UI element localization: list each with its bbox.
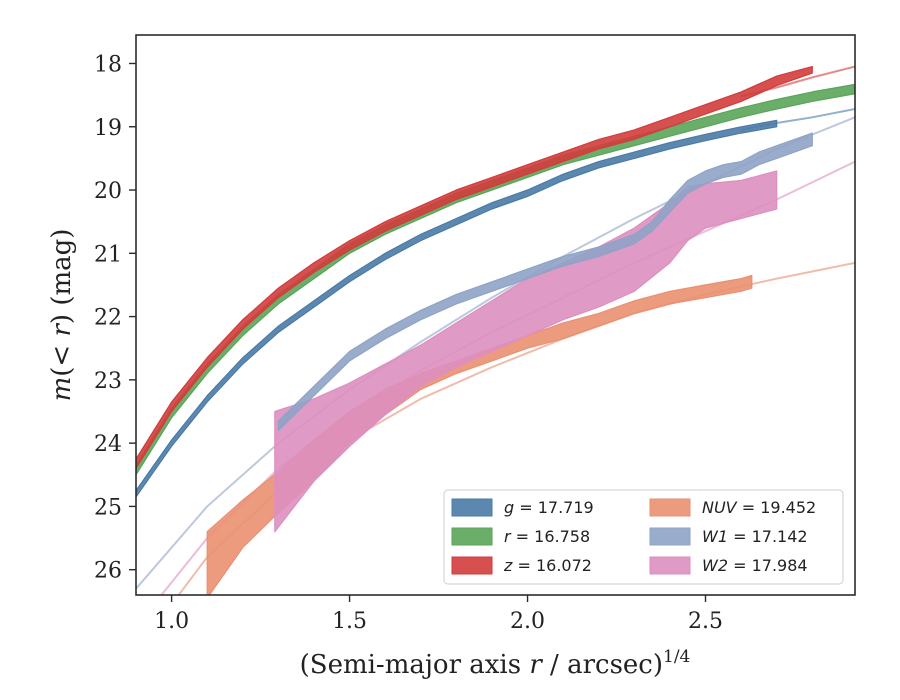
legend-entry-W2: W2 = 17.984 xyxy=(702,556,808,575)
data-bands xyxy=(136,66,855,595)
x-tick-label: 2.5 xyxy=(688,609,723,634)
plot-frame xyxy=(135,34,856,596)
x-tick-label: 1.0 xyxy=(154,609,189,634)
x-axis: 1.0 1.5 2.0 2.5 xyxy=(154,595,723,634)
y-tick-label: 26 xyxy=(94,559,122,584)
y-axis-label: m(< r) (mag) xyxy=(47,229,77,402)
legend-swatch-W2 xyxy=(649,556,691,575)
legend-entry-z: z = 16.072 xyxy=(503,556,592,575)
y-tick-label: 21 xyxy=(94,242,122,267)
y-axis: 18 19 20 21 22 23 24 25 26 xyxy=(94,52,136,584)
legend-entry-W1: W1 = 17.142 xyxy=(702,527,808,546)
legend-swatch-W1 xyxy=(649,527,691,546)
legend-swatch-r xyxy=(451,527,493,546)
legend-swatch-z xyxy=(451,556,493,575)
y-tick-label: 22 xyxy=(94,306,122,331)
plot-area xyxy=(136,65,855,595)
legend-swatch-g xyxy=(451,498,493,517)
y-tick-label: 18 xyxy=(94,52,122,77)
legend-entry-NUV: NUV = 19.452 xyxy=(702,498,816,517)
y-tick-label: 23 xyxy=(94,369,122,394)
x-tick-label: 1.5 xyxy=(332,609,367,634)
y-tick-label: 25 xyxy=(94,495,122,520)
legend-entry-r: r = 16.758 xyxy=(504,527,590,546)
legend-swatch-NUV xyxy=(649,498,691,517)
y-tick-label: 20 xyxy=(94,179,122,204)
x-tick-label: 2.0 xyxy=(510,609,545,634)
y-tick-label: 19 xyxy=(94,116,122,141)
legend-box xyxy=(443,489,844,585)
band-z xyxy=(136,66,813,469)
band-W1 xyxy=(277,132,813,432)
legend: g = 17.719 r = 16.758 z = 16.072 NUV = 19.4… xyxy=(443,489,844,585)
x-axis-label: (Semi-major axis r / arcsec)1/4 xyxy=(300,647,691,680)
y-tick-label: 24 xyxy=(94,432,122,457)
band-W2 xyxy=(274,170,778,533)
legend-entry-g: g = 17.719 xyxy=(504,498,594,517)
band-g xyxy=(136,119,778,498)
